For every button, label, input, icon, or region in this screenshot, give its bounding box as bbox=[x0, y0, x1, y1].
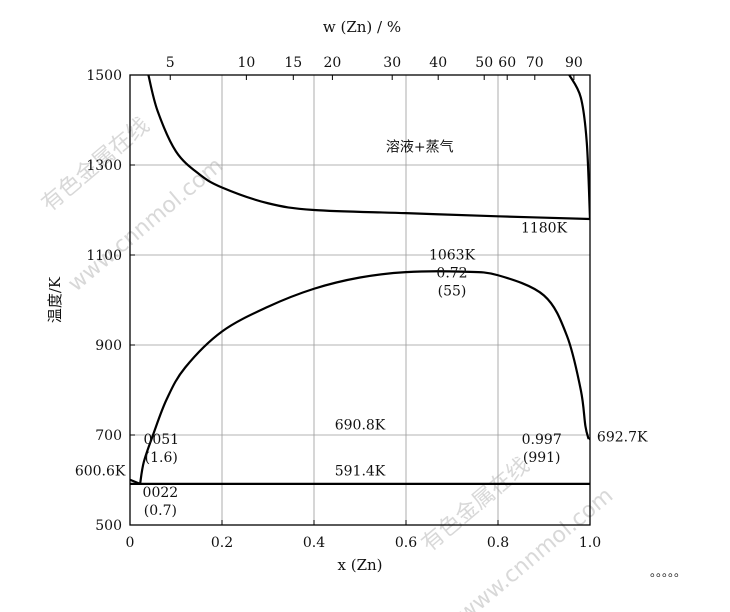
annotation-label: 1180K bbox=[521, 221, 568, 237]
top-tick-label: 15 bbox=[284, 55, 302, 71]
curves bbox=[130, 75, 590, 485]
top-tick-label: 70 bbox=[526, 55, 544, 71]
annotation-label: (0.7) bbox=[144, 503, 177, 519]
top-tick-label: 60 bbox=[498, 55, 516, 71]
x-tick-label: 0.6 bbox=[395, 535, 417, 551]
grid bbox=[129, 74, 591, 526]
x-tick-label: 0 bbox=[126, 535, 135, 551]
y-axis-title: 温度/K bbox=[46, 276, 64, 323]
corner-dots: 。。。。。 bbox=[650, 565, 686, 579]
series-miscibility-gap bbox=[139, 270, 590, 485]
x-tick-label: 1.0 bbox=[579, 535, 601, 551]
y-tick-label: 1500 bbox=[86, 68, 122, 84]
annotations: 溶液+蒸气 1180K 1063K 0.72 (55) 690.8K 591.4K 0051 (… bbox=[75, 140, 648, 520]
watermark-text: 有色金属在线 bbox=[417, 453, 534, 557]
annotation-label: (55) bbox=[438, 284, 467, 300]
annotation-label: 0051 bbox=[143, 432, 179, 448]
annotation-label: (991) bbox=[523, 450, 561, 466]
series-vapor-boundary-right bbox=[568, 75, 590, 220]
x-tick-label: 0.8 bbox=[487, 535, 509, 551]
series-left-edge bbox=[129, 478, 141, 485]
top-tick-label: 30 bbox=[383, 55, 401, 71]
y-tick-label: 700 bbox=[95, 428, 122, 444]
plot-frame bbox=[129, 74, 591, 526]
y-tick-label: 1300 bbox=[86, 158, 122, 174]
annotation-label: 690.8K bbox=[335, 418, 386, 434]
y-tick-label: 1100 bbox=[86, 248, 122, 264]
series-right-edge bbox=[588, 437, 591, 441]
top-tick-label: 90 bbox=[565, 55, 583, 71]
top-tick-label: 5 bbox=[166, 55, 175, 71]
top-tick-label: 40 bbox=[429, 55, 447, 71]
y-tick-label: 900 bbox=[95, 338, 122, 354]
annotation-label: 600.6K bbox=[75, 464, 126, 480]
annotation-label: (1.6) bbox=[145, 450, 178, 466]
edge-lines bbox=[129, 437, 591, 485]
annotation-label: 0022 bbox=[143, 485, 179, 501]
annotation-label: 0.72 bbox=[436, 266, 467, 282]
top-tick-label: 20 bbox=[323, 55, 341, 71]
top-tick-label: 50 bbox=[475, 55, 493, 71]
top-axis-title: w (Zn) / % bbox=[323, 18, 401, 36]
annotation-label: 1063K bbox=[429, 248, 476, 264]
annotation-label: 溶液+蒸气 bbox=[386, 140, 454, 156]
series-vapor-boundary-left bbox=[147, 75, 590, 221]
annotation-label: 591.4K bbox=[335, 464, 386, 480]
y-tick-label: 500 bbox=[95, 518, 122, 534]
x-axis-title: x (Zn) bbox=[337, 556, 382, 574]
x-tick-label: 0.4 bbox=[303, 535, 325, 551]
annotation-label: 0.997 bbox=[522, 432, 562, 448]
top-tick-label: 10 bbox=[237, 55, 255, 71]
annotation-label: 692.7K bbox=[597, 429, 648, 445]
x-tick-label: 0.2 bbox=[211, 535, 233, 551]
